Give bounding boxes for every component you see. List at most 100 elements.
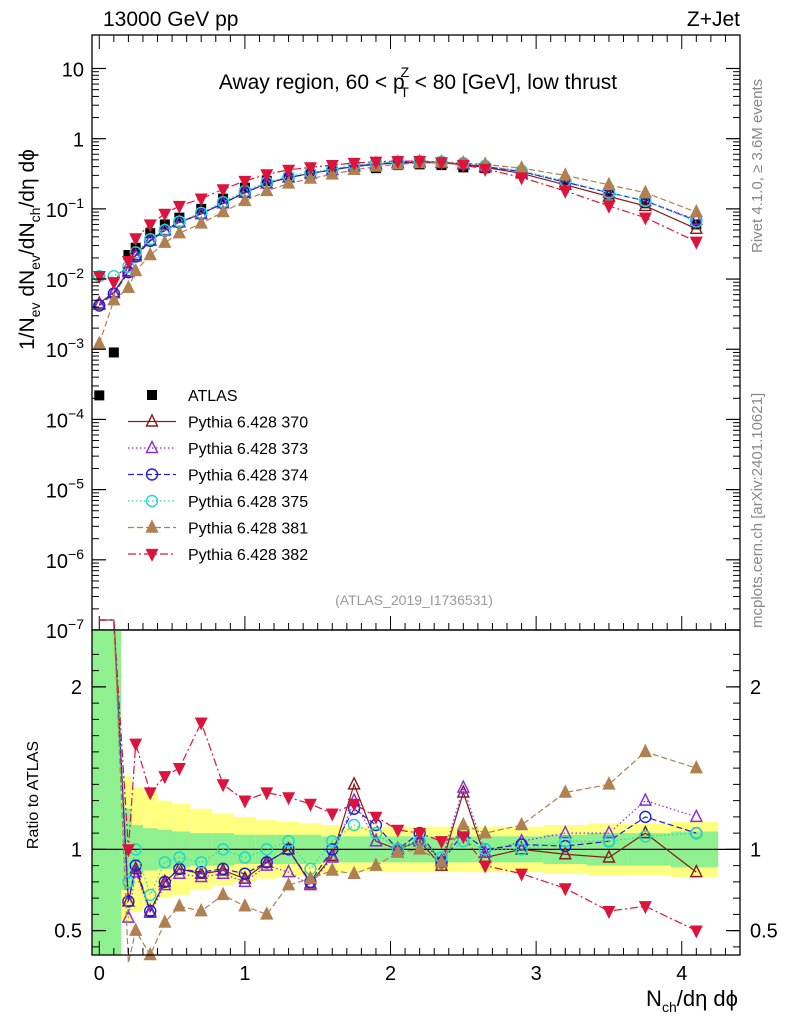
series-line [99,160,697,284]
data-point [121,279,136,294]
ratio-point [172,763,186,776]
plot-title: Away region, 60 < pZ T < 80 [GeV], low th… [219,64,617,100]
ratio-point [478,860,492,874]
series-pythia-6-428-374 [93,155,703,312]
ratio-point [281,864,296,878]
legend: ATLAS Pythia 6.428 370 Pythia 6.428 373 Pyt… [128,388,308,564]
data-point [558,185,572,199]
ratio-point [558,883,572,897]
ratio-point [238,870,252,884]
data-point [158,234,172,248]
plot-title-pre: Away region, 60 < [219,71,393,94]
data-point [143,219,157,233]
x-tick-label: 1 [239,963,250,985]
ratio-point [689,808,703,823]
legend-label: ATLAS [188,388,238,405]
ratio-point [456,831,470,845]
ratio-point [238,795,252,809]
band-green [92,630,107,955]
ratio-point [303,870,318,884]
legend-label: Pythia 6.428 381 [188,521,308,538]
data-point [238,192,252,207]
data-point [107,277,121,291]
ratio-point [515,843,528,856]
ratio-point [216,886,230,901]
ratio-point [195,856,208,869]
data-point [129,233,143,247]
legend-label: Pythia 6.428 375 [188,494,308,511]
data-point [216,204,230,218]
data-point [640,198,651,209]
ratio-point [435,836,448,850]
mcplots-source-label: mcplots.cern.ch [arXiv:2401.10621] [749,393,766,628]
rivet-version-label: Rivet 4.1.0, ≥ 3.6M events [749,79,766,253]
data-point [218,193,229,204]
ratio-point [260,906,274,920]
data-point [303,170,318,184]
data-point [194,193,208,207]
ratio-point [369,833,383,847]
ratio-point [413,841,427,855]
data-point [143,246,157,261]
ratio-point [129,859,142,872]
legend-entry: Pythia 6.428 374 [128,468,308,485]
legend-label: Pythia 6.428 374 [188,468,308,485]
ratio-point [639,810,652,824]
data-point [413,155,427,169]
y-tick-label: 10−4 [46,405,84,432]
ratio-point [195,865,208,879]
ratio-line [99,619,697,964]
series-atlas [94,159,702,401]
data-point [303,162,317,176]
ratio-point [347,798,361,812]
data-point [129,262,143,277]
data-point [689,236,703,250]
legend-marker [145,494,159,508]
ratio-point [391,844,405,858]
ratio-point [347,865,361,879]
ratio-point [559,839,572,853]
legend-marker [145,548,159,562]
x-tick-label: 0 [94,963,105,985]
data-point [107,292,121,306]
ratio-point [122,875,135,889]
legend-label: Pythia 6.428 373 [188,441,308,458]
data-point [689,220,703,234]
ratio-point [413,828,427,841]
ratio-point [602,849,616,863]
ratio-point [282,835,295,848]
ratio-point [216,843,230,856]
ratio-point [326,835,339,848]
data-point [108,347,119,358]
ratio-point [260,856,273,869]
ratio-series-pythia-6-428-382 [99,619,703,939]
ratio-point [144,888,157,902]
ratio-point [602,835,616,848]
y-tick-label: 10−1 [46,195,84,222]
ratio-point [347,776,361,790]
ratio-point [638,792,652,806]
ratio-point [143,903,157,917]
ratio-point [260,843,273,856]
band-green [106,630,122,955]
data-point [281,175,296,189]
data-point [144,232,157,246]
ratio-point [158,856,172,869]
plot-title-p: p [393,71,405,94]
ratio-point [325,862,339,876]
ratio-point [558,846,572,860]
ratio-point [121,909,136,923]
main-panel: 10−7 10−6 10−5 10−4 10−3 10−2 10−1 1 10 Away reg… [16,34,741,643]
x-axis-label: Nch/dη dϕ [646,986,738,1015]
ratio-point [514,816,529,831]
data-point [560,178,571,189]
ratio-point [260,787,274,801]
series-pythia-6-428-370 [92,154,703,309]
ratio-point [326,843,339,856]
ratio-series-pythia-6-428-381 [99,619,703,964]
energy-label: 13000 GeV pp [103,8,238,31]
ratio-point [158,771,172,785]
ratio-point [238,867,252,880]
data-point [347,157,361,171]
